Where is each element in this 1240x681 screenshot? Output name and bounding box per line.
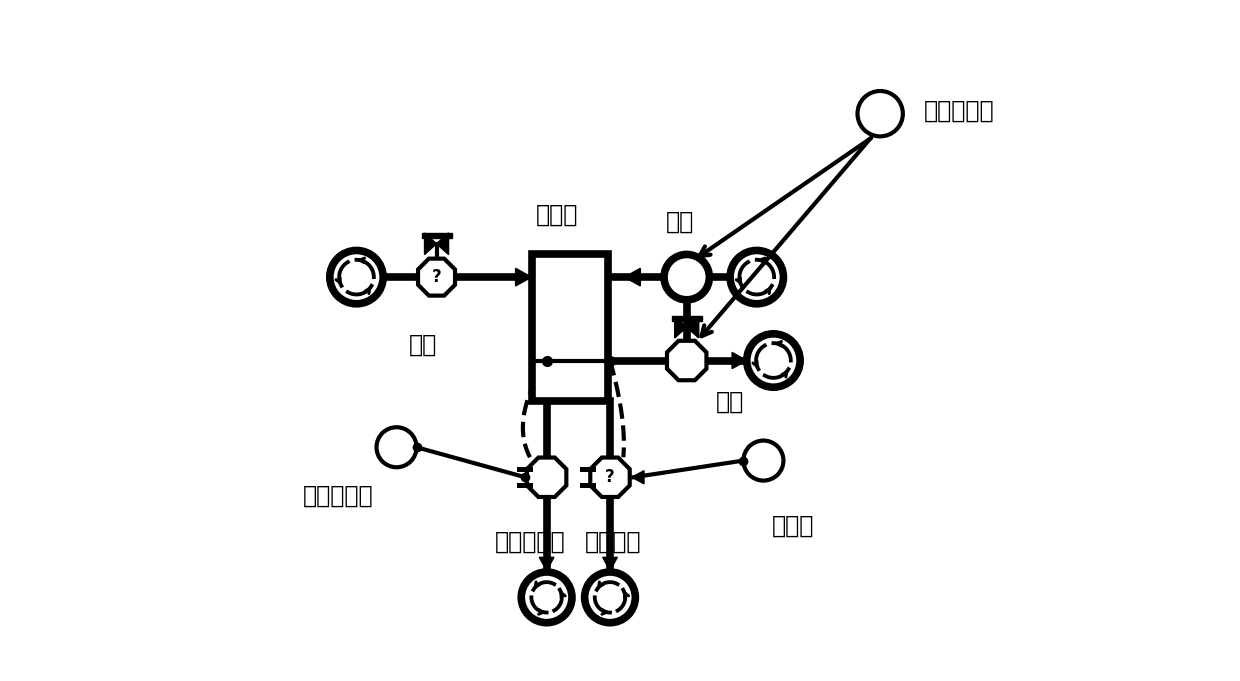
Polygon shape	[667, 340, 707, 380]
Circle shape	[730, 251, 784, 304]
Polygon shape	[732, 353, 746, 368]
Circle shape	[744, 441, 784, 481]
Polygon shape	[632, 471, 644, 484]
Text: ?: ?	[605, 469, 615, 486]
Circle shape	[377, 427, 417, 467]
Polygon shape	[418, 259, 455, 296]
Polygon shape	[603, 557, 618, 571]
Text: 扩散: 扩散	[715, 390, 744, 414]
Circle shape	[746, 334, 800, 387]
Text: 吸收率: 吸收率	[773, 513, 815, 537]
Circle shape	[330, 251, 383, 304]
Circle shape	[665, 255, 709, 300]
Polygon shape	[516, 268, 532, 286]
Circle shape	[584, 572, 635, 622]
Polygon shape	[687, 317, 698, 338]
Polygon shape	[590, 458, 630, 497]
Bar	[672, 317, 702, 321]
Circle shape	[521, 572, 572, 622]
Text: 微生物吸收: 微生物吸收	[495, 530, 565, 554]
Text: 底泥磷: 底泥磷	[536, 203, 578, 227]
Bar	[422, 233, 451, 238]
Polygon shape	[527, 458, 567, 497]
Polygon shape	[436, 233, 449, 255]
Polygon shape	[675, 317, 687, 338]
Polygon shape	[624, 268, 640, 286]
Text: 微生物浓度: 微生物浓度	[303, 484, 373, 507]
Text: 秋茄吸收: 秋茄吸收	[585, 530, 641, 554]
Text: ?: ?	[432, 268, 441, 286]
Bar	[532, 254, 609, 400]
Circle shape	[858, 91, 903, 136]
Text: 分解: 分解	[409, 333, 438, 357]
Text: 沉降: 沉降	[666, 210, 694, 234]
Text: 水体磷浓度: 水体磷浓度	[924, 98, 994, 123]
Polygon shape	[424, 233, 436, 255]
Polygon shape	[539, 557, 554, 571]
